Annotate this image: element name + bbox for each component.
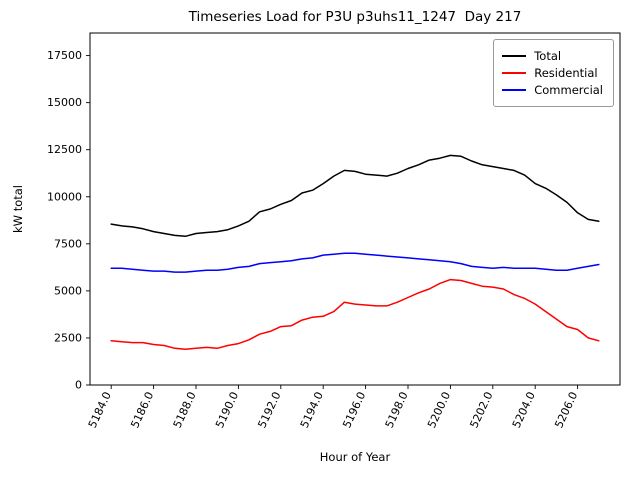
x-tick-label: 5200.0 <box>425 390 453 430</box>
x-tick-label: 5186.0 <box>128 390 156 430</box>
x-tick-label: 5198.0 <box>383 390 411 430</box>
y-tick-label: 12500 <box>47 143 82 156</box>
legend-item-total: Total <box>502 49 603 63</box>
legend: Total Residential Commercial <box>493 39 614 107</box>
y-tick-label: 10000 <box>47 190 82 203</box>
legend-item-residential: Residential <box>502 66 603 80</box>
axes-frame <box>89 32 621 386</box>
legend-label: Commercial <box>534 83 603 97</box>
legend-swatch-residential <box>502 72 527 74</box>
x-tick-label: 5194.0 <box>298 390 326 430</box>
x-tick-label: 5202.0 <box>467 390 495 430</box>
legend-label: Residential <box>534 66 598 80</box>
series-line-residential <box>110 278 600 350</box>
y-tick-label: 0 <box>75 379 82 392</box>
legend-swatch-commercial <box>502 89 527 91</box>
legend-item-commercial: Commercial <box>502 83 603 97</box>
legend-swatch-total <box>502 55 527 57</box>
legend-label: Total <box>534 49 562 63</box>
y-tick-label: 2500 <box>54 331 82 344</box>
x-tick-label: 5204.0 <box>510 390 538 430</box>
y-axis-label: kW total <box>11 185 25 233</box>
x-axis-label: Hour of Year <box>319 450 391 464</box>
y-tick-label: 15000 <box>47 96 82 109</box>
x-tick-label: 5196.0 <box>340 390 368 430</box>
x-tick-label: 5192.0 <box>255 390 283 430</box>
y-tick-label: 7500 <box>54 237 82 250</box>
chart-title: Timeseries Load for P3U p3uhs11_1247 Day… <box>188 9 522 25</box>
x-tick-label: 5190.0 <box>213 390 241 430</box>
series-line-total <box>110 154 600 238</box>
x-tick-label: 5188.0 <box>171 390 199 430</box>
series-line-commercial <box>110 252 600 273</box>
y-tick-label: 17500 <box>47 49 82 62</box>
x-tick-label: 5206.0 <box>552 390 580 430</box>
x-tick-label: 5184.0 <box>86 390 114 430</box>
y-tick-label: 5000 <box>54 284 82 297</box>
